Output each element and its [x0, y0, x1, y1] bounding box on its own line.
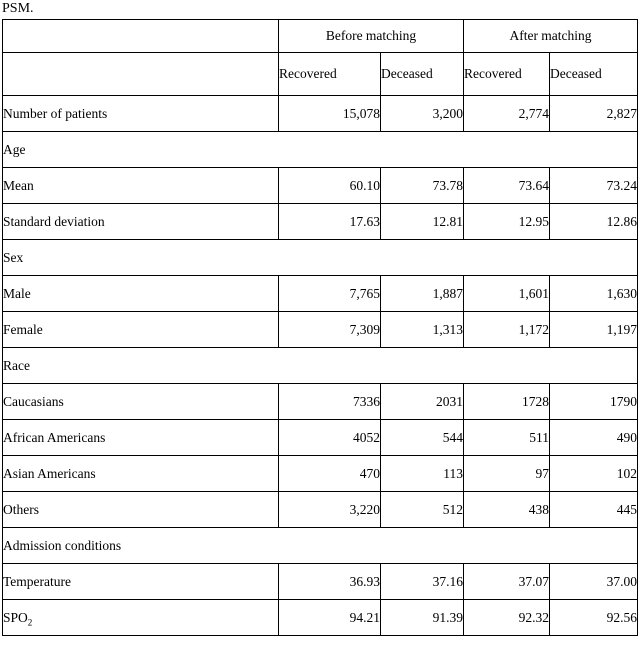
table-row: Number of patients 15,078 3,200 2,774 2,827 [2, 95, 639, 132]
row-label: African Americans [2, 419, 279, 456]
psm-table: Before matching After matching Recovered… [1, 19, 639, 636]
table-row: Male 7,765 1,887 1,601 1,630 [2, 275, 639, 312]
cell-value: 73.64 [463, 167, 550, 204]
cell-value: 37.16 [380, 563, 464, 600]
cell-value: 438 [463, 491, 550, 528]
cell-value: 73.24 [548, 167, 639, 204]
table-row: Standard deviation 17.63 12.81 12.95 12.86 [2, 203, 639, 240]
section-row: Sex [1, 239, 639, 276]
cell-value: 3,200 [380, 95, 464, 132]
cell-value: 36.93 [278, 563, 381, 600]
row-label: Female [2, 311, 279, 348]
cell-value: 37.00 [548, 563, 639, 600]
cell-value: 7,309 [278, 311, 381, 348]
header-empty-cell [2, 19, 279, 53]
cell-value: 1790 [548, 383, 639, 420]
header-empty-cell [2, 52, 279, 96]
cell-value: 12.86 [548, 203, 639, 240]
cell-value: 15,078 [278, 95, 381, 132]
cell-value: 511 [463, 419, 550, 456]
row-label: Male [2, 275, 279, 312]
cell-value: 1728 [463, 383, 550, 420]
table-caption: PSM. [2, 1, 34, 16]
table-row: SPO2 94.21 91.39 92.32 92.56 [2, 599, 639, 636]
table-row: Temperature 36.93 37.16 37.07 37.00 [2, 563, 639, 600]
cell-value: 445 [548, 491, 639, 528]
col-header-before-matching: Before matching [278, 19, 464, 53]
cell-value: 1,197 [548, 311, 639, 348]
cell-value: 113 [380, 455, 464, 492]
cell-value: 3,220 [278, 491, 381, 528]
table-row: Others 3,220 512 438 445 [2, 491, 639, 528]
cell-value: 544 [380, 419, 464, 456]
section-row: Age [1, 131, 639, 168]
cell-value: 1,601 [463, 275, 550, 312]
table-body: Number of patients 15,078 3,200 2,774 2,827 A… [1, 95, 639, 636]
cell-value: 97 [463, 455, 550, 492]
cell-value: 2,827 [548, 95, 639, 132]
header-group-row: Before matching After matching [2, 19, 639, 53]
row-label: Caucasians [2, 383, 279, 420]
cell-value: 37.07 [463, 563, 550, 600]
cell-value: 102 [548, 455, 639, 492]
section-row: Race [1, 347, 639, 384]
cell-value: 92.56 [548, 599, 639, 636]
cell-value: 490 [548, 419, 639, 456]
cell-value: 512 [380, 491, 464, 528]
cell-value: 94.21 [278, 599, 381, 636]
row-label: Mean [2, 167, 279, 204]
cell-value: 12.95 [463, 203, 550, 240]
cell-value: 60.10 [278, 167, 381, 204]
cell-value: 12.81 [380, 203, 464, 240]
header-subhead-row: Recovered Deceased Recovered Deceased [2, 52, 639, 96]
row-label: Asian Americans [2, 455, 279, 492]
cell-value: 92.32 [463, 599, 550, 636]
section-label: Sex [1, 239, 639, 276]
row-label: Others [2, 491, 279, 528]
row-label: Temperature [2, 563, 279, 600]
row-label: SPO2 [2, 599, 279, 636]
section-row: Admission conditions [1, 527, 639, 564]
table-row: African Americans 4052 544 511 490 [2, 419, 639, 456]
cell-value: 1,313 [380, 311, 464, 348]
row-label-subscript: 2 [27, 617, 33, 628]
table-row: Caucasians 7336 2031 1728 1790 [2, 383, 639, 420]
table-row: Asian Americans 470 113 97 102 [2, 455, 639, 492]
cell-value: 7,765 [278, 275, 381, 312]
col-header-before-deceased: Deceased [380, 52, 464, 96]
cell-value: 1,172 [463, 311, 550, 348]
row-label: Number of patients [2, 95, 279, 132]
section-label: Age [1, 131, 639, 168]
cell-value: 1,887 [380, 275, 464, 312]
cell-value: 7336 [278, 383, 381, 420]
cell-value: 470 [278, 455, 381, 492]
col-header-after-deceased: Deceased [548, 52, 639, 96]
row-label: Standard deviation [2, 203, 279, 240]
col-header-before-recovered: Recovered [278, 52, 381, 96]
table-row: Female 7,309 1,313 1,172 1,197 [2, 311, 639, 348]
cell-value: 73.78 [380, 167, 464, 204]
section-label: Admission conditions [1, 527, 639, 564]
section-label: Race [1, 347, 639, 384]
cell-value: 2031 [380, 383, 464, 420]
col-header-after-recovered: Recovered [463, 52, 550, 96]
col-header-after-matching: After matching [462, 19, 639, 53]
cell-value: 17.63 [278, 203, 381, 240]
table-row: Mean 60.10 73.78 73.64 73.24 [2, 167, 639, 204]
cell-value: 1,630 [548, 275, 639, 312]
cell-value: 2,774 [463, 95, 550, 132]
cell-value: 4052 [278, 419, 381, 456]
cell-value: 91.39 [380, 599, 464, 636]
